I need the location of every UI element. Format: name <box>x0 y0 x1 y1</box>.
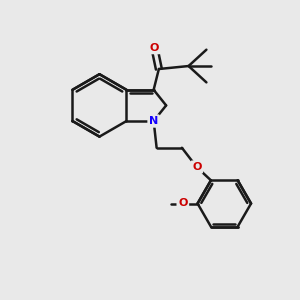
Text: O: O <box>192 162 201 172</box>
Text: O: O <box>178 199 188 208</box>
Text: O: O <box>150 43 159 52</box>
Text: N: N <box>149 116 158 126</box>
